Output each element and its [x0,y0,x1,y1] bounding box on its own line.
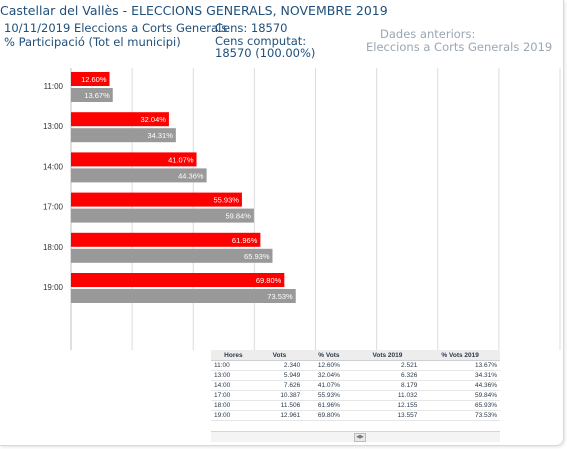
table-cell: 12.961 [255,410,304,421]
table-cell: 7.626 [255,380,304,391]
table-row: 11:00 2.340 12.60% 2.521 13.67% [211,360,500,371]
category-label: 19:00 [43,283,64,292]
table-header-row: Hores Vots % Vots Vots 2019 % Vots 2019 [211,350,500,361]
table-cell: 41.07% [303,380,355,391]
table-cell: 2.340 [255,360,304,371]
table-cell: 55.93% [303,390,355,401]
category-label: 17:00 [43,203,64,212]
cens-computat-value: 18570 (100.00%) [215,46,316,60]
table-row: 14:00 7.626 41.07% 8.179 44.36% [211,380,500,391]
table-header-vots-2019: Vots 2019 [354,350,421,361]
table-cell: 11.032 [354,390,421,401]
bar [71,128,176,143]
table-cell: 32.04% [303,370,355,381]
cens-label: Cens: 18570 [215,21,288,35]
table-cell: 11:00 [211,360,256,371]
table-row: 18:00 11.506 61.96% 12.155 65.93% [211,400,500,411]
table-cell: 73.53% [420,410,500,421]
bar [71,88,113,102]
table-cell: 2.521 [354,360,421,371]
bar-value-label: 13.67% [84,91,110,100]
table-cell: 8.179 [354,380,421,391]
participation-label: % Participació (Tot el municipi) [4,35,181,49]
bar-value-label: 32.04% [140,115,166,124]
bar [71,72,110,86]
page-title: Castellar del Vallès - ELECCIONS GENERAL… [0,3,388,18]
bar [71,248,273,263]
table-header-pct-vots: % Vots [303,350,355,361]
table-scroll-icon[interactable]: ◀▶ [354,433,366,442]
bar-value-label: 69.80% [256,276,282,285]
bar [71,192,242,207]
table-cell: 12.155 [354,400,421,411]
table-cell: 17:00 [211,390,256,401]
bar [71,273,285,287]
table-header-vots: Vots [255,350,304,361]
bar-value-label: 59.84% [225,212,251,221]
cens-computat-label: Cens computat: [215,34,307,48]
participation-table: Hores Vots % Vots Vots 2019 % Vots 2019 … [211,350,500,421]
table-cell: 44.36% [420,380,500,391]
table-cell: 5.949 [255,370,304,381]
bar [71,168,207,183]
category-label: 11:00 [44,82,64,91]
bar [71,208,254,223]
previous-election-label: Eleccions a Corts Generals 2019 [366,40,553,54]
previous-data-label: Dades anteriors: [380,27,476,41]
table-cell: 65.93% [420,400,500,411]
table-cell: 14:00 [211,380,256,391]
table-row: 17:00 10.387 55.93% 11.032 59.84% [211,390,500,401]
table-header-pct-vots-2019: % Vots 2019 [420,350,500,361]
election-label: 10/11/2019 Eleccions a Corts Generals [4,21,228,35]
table-cell: 61.96% [303,400,355,411]
bar-value-label: 65.93% [244,252,270,261]
table-cell: 34.31% [420,370,500,381]
table-cell: 59.84% [420,390,500,401]
category-label: 13:00 [43,122,64,131]
bar [71,112,169,127]
table-footer: ◀▶ [211,431,500,442]
table-cell: 18:00 [211,400,256,411]
table-cell: 69.80% [303,410,355,421]
table-cell: 13.67% [420,360,500,371]
bar-value-label: 61.96% [232,236,258,245]
bar [71,152,197,167]
bar-value-label: 41.07% [168,155,194,164]
bar-value-label: 34.31% [147,131,173,140]
table-cell: 11.506 [255,400,304,411]
table-row: 13:00 5.949 32.04% 6.326 34.31% [211,370,500,381]
table-cell: 13.557 [354,410,421,421]
table-cell: 12.60% [303,360,355,371]
category-label: 14:00 [43,162,64,171]
bar-value-label: 73.53% [267,292,293,301]
table-header-hores: Hores [211,350,256,361]
bar [71,289,296,303]
bar-value-label: 44.36% [178,171,204,180]
table-row: 19:00 12.961 69.80% 13.557 73.53% [211,410,500,421]
table-cell: 19:00 [211,410,256,421]
table-cell: 6.326 [354,370,421,381]
category-label: 18:00 [43,243,64,252]
bar-value-label: 12.60% [81,75,107,84]
table-cell: 10.387 [255,390,304,401]
bar [71,232,261,247]
table-cell: 13:00 [211,370,256,381]
bar-value-label: 55.93% [213,196,239,205]
